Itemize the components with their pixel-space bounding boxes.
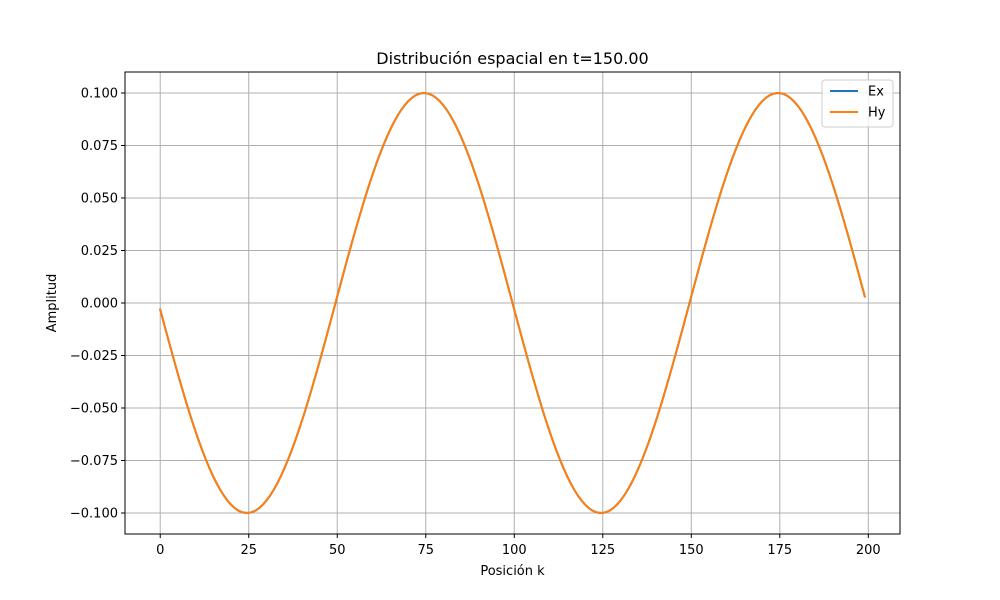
x-tick-label: 175 <box>767 543 792 558</box>
y-axis-label: Amplitud <box>45 274 60 333</box>
y-tick-label: −0.025 <box>70 349 118 364</box>
x-tick-label: 50 <box>329 543 346 558</box>
y-tick-label: 0.025 <box>81 244 118 259</box>
legend-label-ex: Ex <box>868 85 884 100</box>
y-tick-label: −0.075 <box>70 454 118 469</box>
y-tick-label: 0.100 <box>81 87 118 102</box>
series-lines <box>159 92 866 514</box>
x-axis-label: Posición k <box>480 564 545 579</box>
legend-label-hy: Hy <box>868 106 886 121</box>
x-tick-label: 25 <box>240 543 257 558</box>
y-tick-label: −0.100 <box>70 507 118 522</box>
series-line-hy <box>159 92 866 514</box>
y-tick-label: 0.000 <box>81 297 118 312</box>
y-tick-label: 0.050 <box>81 192 118 207</box>
x-tick-label: 0 <box>156 543 164 558</box>
x-tick-label: 200 <box>856 543 881 558</box>
y-axis-ticks: −0.100 −0.075 −0.050 −0.025 0.000 0.025 0.050 0… <box>70 87 125 522</box>
x-tick-label: 100 <box>502 543 527 558</box>
chart-title: Distribución espacial en t=150.00 <box>376 49 648 68</box>
x-axis-ticks: 0 25 50 75 100 125 150 175 200 <box>156 534 881 558</box>
x-tick-label: 150 <box>679 543 704 558</box>
y-tick-label: −0.050 <box>70 402 118 417</box>
legend: Ex Hy <box>821 79 894 128</box>
y-tick-label: 0.075 <box>81 139 118 154</box>
x-tick-label: 125 <box>590 543 615 558</box>
x-tick-label: 75 <box>417 543 434 558</box>
